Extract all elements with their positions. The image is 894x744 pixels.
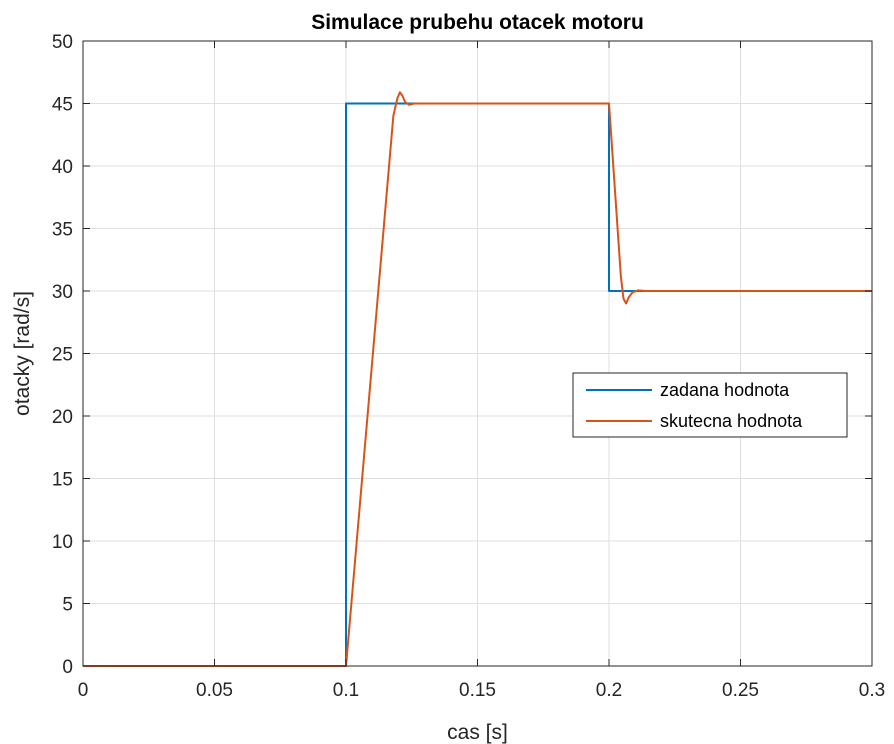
chart-title: Simulace prubehu otacek motoru [311, 11, 644, 34]
x-tick-label: 0 [78, 680, 89, 701]
x-tick-label: 0.1 [333, 680, 359, 701]
y-tick-label: 25 [52, 345, 73, 366]
x-tick-label: 0.3 [859, 680, 885, 701]
legend: zadana hodnota skutecna hodnota [572, 372, 848, 438]
series-line-skutecna-hodnota [83, 91, 872, 667]
y-tick-label: 20 [52, 407, 73, 428]
y-tick-label: 30 [52, 282, 73, 303]
y-tick-label: 45 [52, 95, 73, 116]
legend-label-zadana-hodnota: zadana hodnota [660, 380, 790, 400]
y-tick-label: 5 [62, 595, 73, 616]
x-tick-label: 0.05 [196, 680, 233, 701]
y-tick-label: 0 [62, 657, 73, 678]
y-tick-label: 50 [52, 32, 73, 53]
y-axis-title: otacky [rad/s] [11, 291, 34, 416]
y-tick-label: 10 [52, 532, 73, 553]
y-tick-label: 40 [52, 157, 73, 178]
legend-label-skutecna-hodnota: skutecna hodnota [660, 411, 803, 431]
legend-box [572, 372, 848, 438]
ticks: 0 0.05 0.1 0.15 0.2 0.25 0.3 0 5 10 15 20 25 30 35 40 45… [52, 32, 885, 701]
x-axis-title: cas [s] [447, 721, 508, 744]
x-tick-label: 0.15 [459, 680, 496, 701]
y-tick-label: 15 [52, 470, 73, 491]
x-tick-label: 0.2 [596, 680, 622, 701]
x-tick-label: 0.25 [722, 680, 759, 701]
y-tick-label: 35 [52, 220, 73, 241]
